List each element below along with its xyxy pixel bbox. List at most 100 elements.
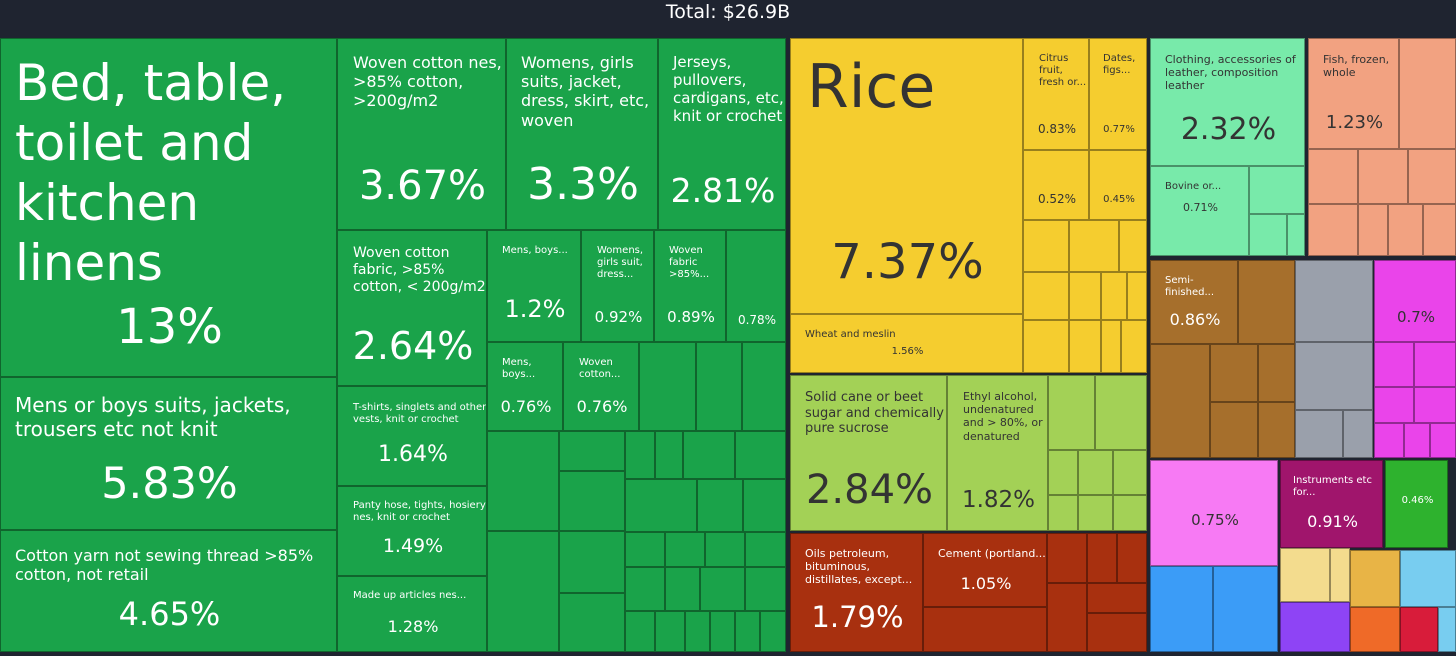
treemap-cell-unlabelled[interactable] (735, 611, 760, 652)
treemap-cell-unlabelled[interactable] (1343, 410, 1373, 458)
treemap-cell-unlabelled[interactable] (1258, 402, 1295, 458)
treemap-cell[interactable]: Mens, boys... 0.76% (487, 342, 563, 431)
treemap-cell-unlabelled[interactable] (1308, 149, 1358, 204)
treemap-cell-unlabelled[interactable] (1023, 272, 1069, 320)
treemap-cell-unlabelled[interactable] (1087, 533, 1117, 583)
treemap-cell-unlabelled[interactable] (625, 611, 655, 652)
treemap-cell-unlabelled[interactable] (1400, 550, 1456, 607)
treemap-cell-unlabelled[interactable] (1350, 607, 1400, 652)
treemap-cell-unlabelled[interactable] (1280, 602, 1350, 652)
treemap-cell-unlabelled[interactable] (1213, 566, 1278, 652)
treemap-cell-unlabelled[interactable] (487, 531, 559, 652)
treemap-cell[interactable]: Semi-finished... 0.86% (1150, 260, 1238, 344)
treemap-cell-unlabelled[interactable] (710, 611, 735, 652)
treemap-cell[interactable]: 0.52% (1023, 150, 1089, 220)
treemap-cell-unlabelled[interactable] (1087, 613, 1147, 652)
treemap-cell[interactable]: Womens, girls suits, jacket, dress, skir… (506, 38, 658, 230)
treemap-cell-unlabelled[interactable] (1113, 450, 1147, 495)
treemap-cell-unlabelled[interactable] (743, 479, 786, 532)
treemap-cell[interactable]: Solid cane or beet sugar and chemically … (790, 375, 947, 531)
treemap-cell-unlabelled[interactable] (487, 431, 559, 531)
treemap-cell-unlabelled[interactable] (625, 431, 655, 479)
treemap-cell-unlabelled[interactable] (625, 567, 665, 611)
treemap-cell-unlabelled[interactable] (1069, 272, 1101, 320)
treemap-cell[interactable]: 1.11% (1295, 260, 1373, 342)
treemap-cell-unlabelled[interactable] (1047, 583, 1087, 652)
treemap-cell-unlabelled[interactable] (735, 431, 786, 479)
treemap-cell[interactable]: Rice 7.37% (790, 38, 1023, 314)
treemap-cell[interactable]: 0.46% (1385, 460, 1448, 548)
treemap-cell-unlabelled[interactable] (1023, 220, 1069, 272)
treemap-cell-unlabelled[interactable] (697, 479, 743, 532)
treemap-cell[interactable]: Made up articles nes... 1.28% (337, 576, 487, 652)
treemap-cell[interactable]: Wheat and meslin 1.56% (790, 314, 1023, 373)
treemap-cell[interactable]: Cement (portland... 1.05% (923, 533, 1047, 607)
treemap-cell-unlabelled[interactable] (745, 567, 786, 611)
treemap-cell-unlabelled[interactable] (655, 431, 683, 479)
treemap-cell-unlabelled[interactable] (1238, 260, 1295, 344)
treemap-cell-unlabelled[interactable] (683, 431, 735, 479)
treemap-cell-unlabelled[interactable] (1374, 387, 1414, 423)
treemap-cell[interactable]: Bovine or... 0.71% (1150, 166, 1249, 256)
treemap-cell-unlabelled[interactable] (1350, 550, 1400, 607)
treemap-cell-unlabelled[interactable] (1414, 342, 1456, 387)
treemap-cell[interactable]: Fish, frozen, whole 1.23% (1308, 38, 1399, 149)
treemap-cell-unlabelled[interactable] (1210, 344, 1258, 402)
treemap-cell-unlabelled[interactable] (1069, 320, 1101, 373)
treemap-cell-unlabelled[interactable] (1330, 548, 1350, 602)
treemap-cell-unlabelled[interactable] (1048, 375, 1095, 450)
treemap-cell[interactable]: Woven fabric >85%... 0.89% (654, 230, 726, 342)
treemap-cell-unlabelled[interactable] (559, 431, 625, 471)
treemap-cell[interactable]: 0.75% (1150, 460, 1278, 566)
treemap-cell[interactable]: Ethyl alcohol, undenatured and > 80%, or… (947, 375, 1048, 531)
treemap-cell[interactable]: Bed, table, toilet and kitchen linens 13% (0, 38, 337, 377)
treemap-cell-unlabelled[interactable] (1121, 320, 1147, 373)
treemap-cell-unlabelled[interactable] (923, 607, 1047, 652)
treemap-cell-unlabelled[interactable] (1210, 402, 1258, 458)
treemap-cell-unlabelled[interactable] (1423, 204, 1456, 256)
treemap-cell-unlabelled[interactable] (1295, 410, 1343, 458)
treemap-cell-unlabelled[interactable] (1374, 423, 1404, 458)
treemap-cell[interactable]: Citrus fruit, fresh or... 0.83% (1023, 38, 1089, 150)
treemap-cell-unlabelled[interactable] (1287, 214, 1305, 256)
treemap-cell-unlabelled[interactable] (1404, 423, 1430, 458)
treemap-cell-unlabelled[interactable] (1430, 423, 1456, 458)
treemap-cell-unlabelled[interactable] (1127, 272, 1147, 320)
treemap-cell-unlabelled[interactable] (1249, 166, 1305, 214)
treemap-cell-unlabelled[interactable] (1388, 204, 1423, 256)
treemap-cell-unlabelled[interactable] (1113, 495, 1147, 531)
treemap-cell-unlabelled[interactable] (1374, 342, 1414, 387)
treemap-cell[interactable]: Panty hose, tights, hosiery nes, knit or… (337, 486, 487, 576)
treemap-cell[interactable]: Instruments etc for... 0.91% (1280, 460, 1383, 548)
treemap-cell-unlabelled[interactable] (1101, 320, 1121, 373)
treemap-cell-unlabelled[interactable] (1095, 375, 1147, 450)
treemap-cell-unlabelled[interactable] (559, 593, 625, 652)
treemap-cell-unlabelled[interactable] (1258, 344, 1295, 402)
treemap-cell-unlabelled[interactable] (1101, 272, 1127, 320)
treemap-cell[interactable]: Woven cotton nes, >85% cotton, >200g/m2 3… (337, 38, 506, 230)
treemap-cell-unlabelled[interactable] (625, 479, 697, 532)
treemap-cell[interactable]: Dates, figs... 0.77% (1089, 38, 1147, 150)
treemap-cell[interactable]: Woven cotton fabric, >85% cotton, < 200g… (337, 230, 487, 386)
treemap-cell[interactable]: 0.7% (1374, 260, 1456, 342)
treemap-cell-unlabelled[interactable] (1048, 495, 1078, 531)
treemap-cell-unlabelled[interactable] (1249, 214, 1287, 256)
treemap-cell-unlabelled[interactable] (1295, 342, 1373, 410)
treemap-cell-unlabelled[interactable] (1078, 450, 1113, 495)
treemap-cell-unlabelled[interactable] (1023, 320, 1069, 373)
treemap-cell-unlabelled[interactable] (696, 342, 742, 431)
treemap-cell-unlabelled[interactable] (1150, 566, 1213, 652)
treemap-cell-unlabelled[interactable] (1119, 220, 1147, 272)
treemap-cell-unlabelled[interactable] (760, 611, 786, 652)
treemap-cell-unlabelled[interactable] (1308, 204, 1358, 256)
treemap-cell-unlabelled[interactable] (1414, 387, 1456, 423)
treemap-cell-unlabelled[interactable] (700, 567, 745, 611)
treemap-cell[interactable]: Jerseys, pullovers, cardigans, etc, knit… (658, 38, 786, 230)
treemap-cell-unlabelled[interactable] (1150, 344, 1210, 458)
treemap-cell[interactable]: Mens or boys suits, jackets, trousers et… (0, 377, 337, 530)
treemap-cell-unlabelled[interactable] (1438, 607, 1456, 652)
treemap-cell-unlabelled[interactable] (742, 342, 786, 431)
treemap-cell-unlabelled[interactable] (745, 532, 786, 567)
treemap-cell-unlabelled[interactable] (1087, 583, 1147, 613)
treemap-cell-unlabelled[interactable] (1408, 149, 1456, 204)
